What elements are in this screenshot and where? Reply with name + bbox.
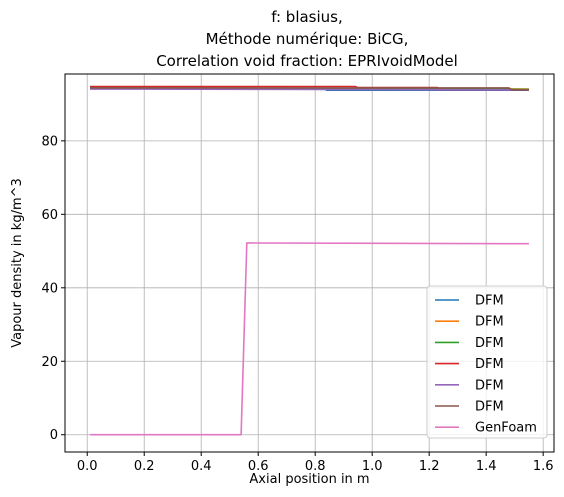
x-tick-label: 0.2 (134, 459, 155, 474)
legend-label-7: GenFoam (475, 421, 537, 436)
x-tick-label: 1.0 (362, 459, 383, 474)
chart-title-line-3: Correlation void fraction: EPRIvoidModel (156, 52, 458, 70)
grid-lines (65, 74, 554, 452)
legend-label-4: DFM (475, 357, 504, 372)
x-tick-label: 1.4 (476, 459, 497, 474)
x-tick-label: 1.2 (419, 459, 440, 474)
y-tick-label: 0 (50, 428, 58, 443)
legend: DFM DFM DFM DFM DFM DFM GenFoam (426, 285, 548, 439)
y-tick-label: 40 (41, 281, 58, 296)
legend-box (426, 285, 548, 439)
legend-label-2: DFM (475, 315, 504, 330)
legend-label-3: DFM (475, 336, 504, 351)
x-tick-label: 0.0 (77, 459, 98, 474)
x-tick-label: 0.6 (248, 459, 269, 474)
plot-area-frame (64, 73, 555, 453)
y-tick-label: 60 (41, 208, 58, 223)
x-axis-label: Axial position in m (249, 472, 369, 487)
y-axis-ticks: 0 20 40 60 80 (41, 134, 65, 443)
x-tick-label: 0.8 (305, 459, 326, 474)
chart-title-line-2: Méthode numérique: BiCG, (206, 30, 409, 48)
legend-label-6: DFM (475, 400, 504, 415)
series-line-7 (90, 242, 529, 436)
x-tick-label: 0.4 (191, 459, 212, 474)
y-axis-label: Vapour density in kg/m^3 (10, 178, 25, 348)
x-tick-label: 1.6 (533, 459, 554, 474)
y-tick-label: 80 (41, 134, 58, 149)
legend-label-5: DFM (475, 378, 504, 393)
series-lines (90, 85, 529, 436)
series-line-6 (90, 87, 529, 91)
legend-label-1: DFM (475, 294, 504, 309)
series-line-5 (90, 88, 529, 91)
x-axis-ticks: 0.0 0.2 0.4 0.6 0.8 1.0 1.2 1.4 1.6 (77, 452, 554, 474)
y-tick-label: 20 (41, 355, 58, 370)
chart-title-line-1: f: blasius, (271, 8, 343, 26)
